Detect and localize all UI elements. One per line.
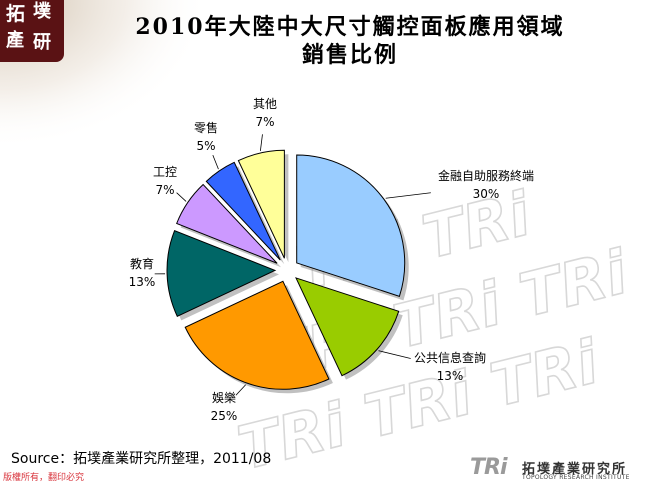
leader-line <box>235 384 246 396</box>
slice-value-label: 7% <box>255 115 274 129</box>
slice-value-label: 30% <box>473 187 500 201</box>
pie-slice <box>205 161 281 261</box>
slice-value-label: 7% <box>155 183 174 197</box>
slice-label: 零售 <box>194 120 218 135</box>
leader-line <box>176 192 187 202</box>
pie-slice <box>176 183 278 264</box>
slice-label: 教育 <box>130 256 154 271</box>
source-note: Source：拓墣產業研究所整理，2011/08 <box>11 451 272 467</box>
slice-label: 工控 <box>153 165 177 179</box>
logo-char: 墣 <box>33 1 51 22</box>
logo-char: 產 <box>6 30 24 51</box>
chart-title-line-2: 銷售比例 <box>301 42 398 68</box>
leader-line <box>378 350 411 359</box>
leader-line <box>259 134 263 151</box>
chart-title-line-1: 2010年大陸中大尺寸觸控面板應用領域 <box>135 14 565 40</box>
logo-char: 研 <box>33 32 51 53</box>
pie-labels: 金融自助服務終端 30% 公共信息查詢 13% 娛樂 25% 教育 13% 工控 7% 零售 5% 其他… <box>129 97 534 423</box>
pie-slice <box>166 229 277 318</box>
leader-line <box>385 192 431 199</box>
pie-slice <box>237 149 285 259</box>
pie-slice <box>184 280 330 390</box>
corner-logo: 拓 墣 產 研 <box>0 0 64 62</box>
slice-value-label: 13% <box>437 369 464 383</box>
footer-logo-mark: TRi <box>470 455 507 480</box>
slice-label: 公共信息查詢 <box>414 350 486 365</box>
pie-slice <box>295 277 400 377</box>
slice-label: 金融自助服務終端 <box>438 168 534 183</box>
slice-value-label: 25% <box>211 409 238 423</box>
slice-label: 其他 <box>253 97 277 111</box>
pie-slices <box>166 149 406 390</box>
logo-char: 拓 <box>6 3 26 25</box>
footer-logo-tagline: TOPOLOGY RESEARCH INSTITUTE <box>522 474 630 481</box>
footer-logo-name: 拓墣產業研究所 <box>522 462 628 477</box>
slice-label: 娛樂 <box>212 390 236 405</box>
leader-line <box>212 154 219 170</box>
pie-slice <box>296 154 406 297</box>
footer-logo: TRi 拓墣產業研究所 TOPOLOGY RESEARCH INSTITUTE <box>470 455 645 483</box>
copyright-notice: 版權所有，翻印必究 <box>3 473 85 483</box>
slice-value-label: 13% <box>129 275 156 289</box>
slice-value-label: 5% <box>196 139 215 153</box>
